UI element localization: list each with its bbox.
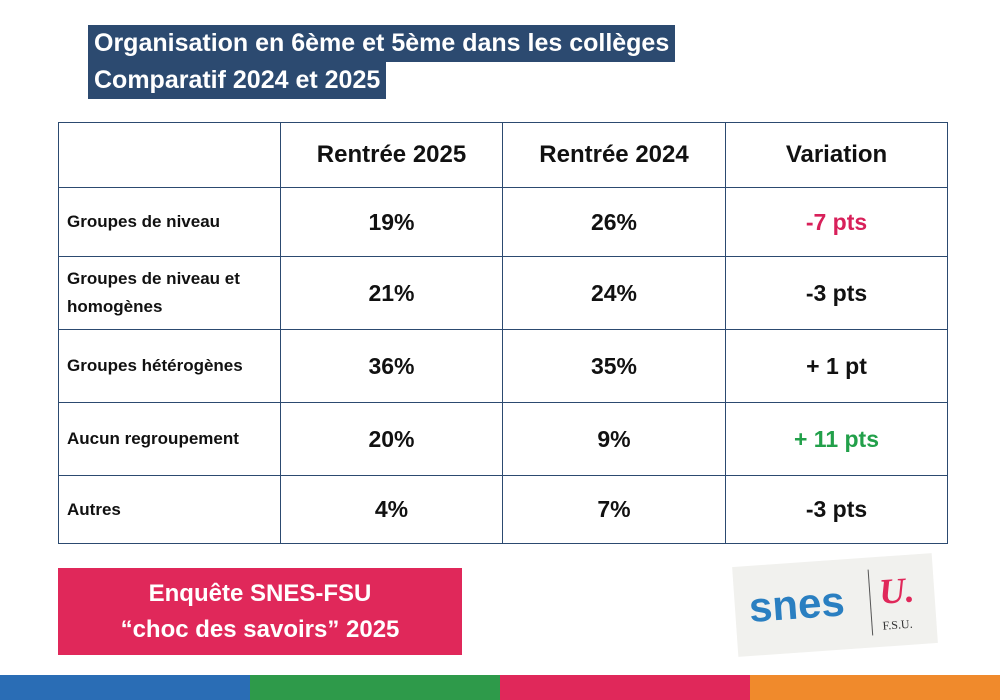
value-cell: 24% (502, 256, 726, 330)
row-label: Groupes hétérogènes (58, 329, 281, 403)
row-label: Groupes de niveau et homogènes (58, 256, 281, 330)
value-cell: 26% (502, 187, 726, 257)
value-cell: 7% (502, 475, 726, 544)
table-row: Aucun regroupement 20% 9% + 11 pts (58, 402, 948, 476)
stripe (500, 675, 750, 700)
row-label: Autres (58, 475, 281, 544)
logo-name: snes (747, 577, 847, 631)
badge-line: “choc des savoirs” 2025 (120, 615, 400, 643)
table-row: Groupes hétérogènes 36% 35% + 1 pt (58, 329, 948, 403)
title-line: Organisation en 6ème et 5ème dans les co… (88, 25, 676, 62)
value-cell: 19% (280, 187, 503, 257)
logo-org: F.S.U. (882, 616, 914, 633)
header-row: Rentrée 2025 Rentrée 2024 Variation (58, 122, 948, 188)
row-label: Aucun regroupement (58, 402, 281, 476)
title-line: Comparatif 2024 et 2025 (88, 62, 387, 99)
stripe (250, 675, 500, 700)
table-row: Groupes de niveau et homogènes 21% 24% -3 p… (58, 256, 948, 330)
survey-badge: Enquête SNES-FSU “choc des savoirs” 2025 (58, 568, 462, 655)
stripe (750, 675, 1000, 700)
stripe (0, 675, 250, 700)
value-cell: 4% (280, 475, 503, 544)
value-cell: 35% (502, 329, 726, 403)
value-cell: 9% (502, 402, 726, 476)
table-row: Groupes de niveau 19% 26% -7 pts (58, 187, 948, 257)
variation-cell: -3 pts (725, 475, 948, 544)
column-header: Variation (725, 122, 948, 188)
value-cell: 36% (280, 329, 503, 403)
column-header: Rentrée 2024 (502, 122, 726, 188)
column-header: Rentrée 2025 (280, 122, 503, 188)
variation-cell: -3 pts (725, 256, 948, 330)
badge-line: Enquête SNES-FSU (148, 579, 372, 607)
value-cell: 21% (280, 256, 503, 330)
logo: snes U. F.S.U. (732, 553, 938, 657)
title: Organisation en 6ème et 5ème dans les co… (88, 25, 676, 99)
row-label: Groupes de niveau (58, 187, 281, 257)
value-cell: 20% (280, 402, 503, 476)
logo-mark: U. (877, 569, 916, 612)
variation-cell: -7 pts (725, 187, 948, 257)
table-row: Autres 4% 7% -3 pts (58, 475, 948, 544)
variation-cell: + 11 pts (725, 402, 948, 476)
table: Rentrée 2025 Rentrée 2024 Variation Grou… (58, 122, 948, 544)
corner-cell (58, 122, 281, 188)
variation-cell: + 1 pt (725, 329, 948, 403)
logo-separator (867, 569, 874, 636)
